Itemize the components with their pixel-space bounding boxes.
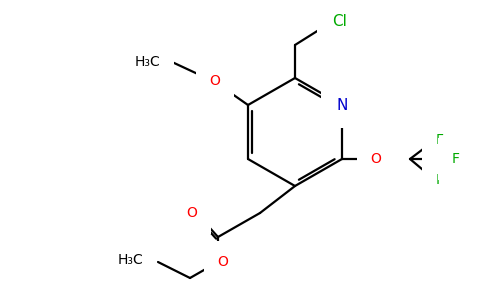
Text: F: F [452,152,460,166]
Text: H₃C: H₃C [134,55,160,69]
Text: F: F [436,133,444,147]
Text: O: O [210,74,220,88]
Text: N: N [336,98,348,112]
Text: F: F [436,173,444,187]
Text: O: O [186,206,197,220]
Text: O: O [371,152,381,166]
Text: H₃C: H₃C [117,253,143,267]
Text: O: O [218,255,228,269]
Text: Cl: Cl [333,14,348,28]
